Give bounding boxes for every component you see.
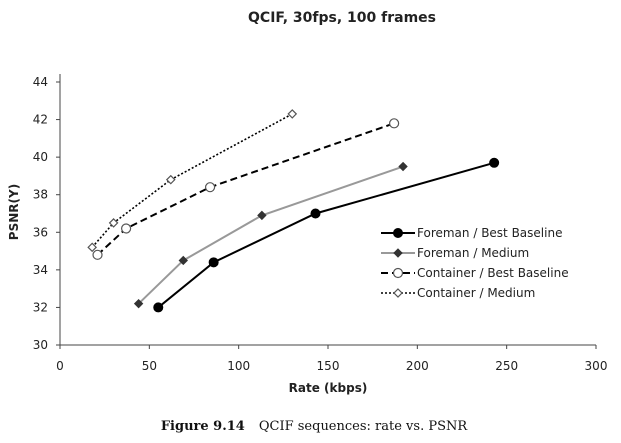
series-1-point xyxy=(310,208,321,219)
caption-text: QCIF sequences: rate vs. PSNR xyxy=(259,419,468,434)
figure-caption: Figure 9.14 QCIF sequences: rate vs. PSN… xyxy=(161,417,469,434)
x-tick-label: 300 xyxy=(585,359,608,373)
legend: Foreman / Best Baseline Foreman / Medium C… xyxy=(381,226,569,300)
y-tick-label: 38 xyxy=(33,188,48,202)
legend-label: Foreman / Medium xyxy=(417,246,529,260)
series-lines xyxy=(91,113,495,309)
series-2-point xyxy=(178,255,188,266)
legend-marker xyxy=(393,288,403,298)
series-2-point xyxy=(133,298,144,309)
series-line-1 xyxy=(157,161,495,309)
y-tick-label: 36 xyxy=(33,225,48,239)
series-3-point xyxy=(389,118,400,129)
series-line-2 xyxy=(137,165,404,305)
y-tick-label: 34 xyxy=(33,263,48,277)
y-tick-label: 42 xyxy=(33,113,48,127)
plot-area: 30 32 34 36 38 40 42 44 0 50 100 150 200 250 300 xyxy=(33,74,607,373)
legend-marker xyxy=(393,248,403,258)
x-axis-label: Rate (kbps) xyxy=(289,381,368,395)
series-3-point xyxy=(121,223,132,234)
y-tick-label: 40 xyxy=(33,150,48,164)
y-tick-label: 30 xyxy=(33,338,48,352)
legend-marker xyxy=(392,267,404,279)
x-tick-label: 150 xyxy=(317,359,340,373)
series-2-point xyxy=(257,210,267,221)
x-axis-ticks: 0 50 100 150 200 250 300 xyxy=(56,345,607,373)
x-tick-label: 0 xyxy=(56,359,64,373)
y-tick-label: 32 xyxy=(33,300,48,314)
y-tick-label: 44 xyxy=(33,75,48,89)
legend-label: Container / Best Baseline xyxy=(417,266,569,280)
series-3-point xyxy=(204,182,216,193)
series-line-3 xyxy=(96,122,395,256)
series-4-point xyxy=(87,242,98,253)
legend-label: Foreman / Best Baseline xyxy=(417,226,562,240)
series-2-point xyxy=(398,161,408,172)
legend-label: Container / Medium xyxy=(417,286,535,300)
series-line-4 xyxy=(91,113,293,248)
chart-title: QCIF, 30fps, 100 frames xyxy=(248,10,436,26)
svg-text:Figure 9.14 QCIF sequenc: Figure 9.14 QCIF sequences: rate vs. PSN… xyxy=(161,417,469,434)
y-axis-label: PSNR(Y) xyxy=(7,184,21,240)
x-tick-label: 100 xyxy=(227,359,250,373)
series-1-point xyxy=(489,157,500,168)
y-axis-ticks: 30 32 34 36 38 40 42 44 xyxy=(33,75,60,352)
series-4-point xyxy=(287,109,298,119)
series-1-point xyxy=(153,302,164,313)
x-tick-label: 200 xyxy=(406,359,429,373)
series-4-point xyxy=(165,174,176,185)
series-3-point xyxy=(92,249,103,260)
legend-marker xyxy=(393,228,403,238)
series-4-point xyxy=(108,218,119,228)
series-markers xyxy=(87,109,500,313)
caption-label: Figure 9.14 xyxy=(161,419,245,434)
series-1-point xyxy=(208,257,219,268)
x-tick-label: 50 xyxy=(142,359,157,373)
x-tick-label: 250 xyxy=(495,359,518,373)
